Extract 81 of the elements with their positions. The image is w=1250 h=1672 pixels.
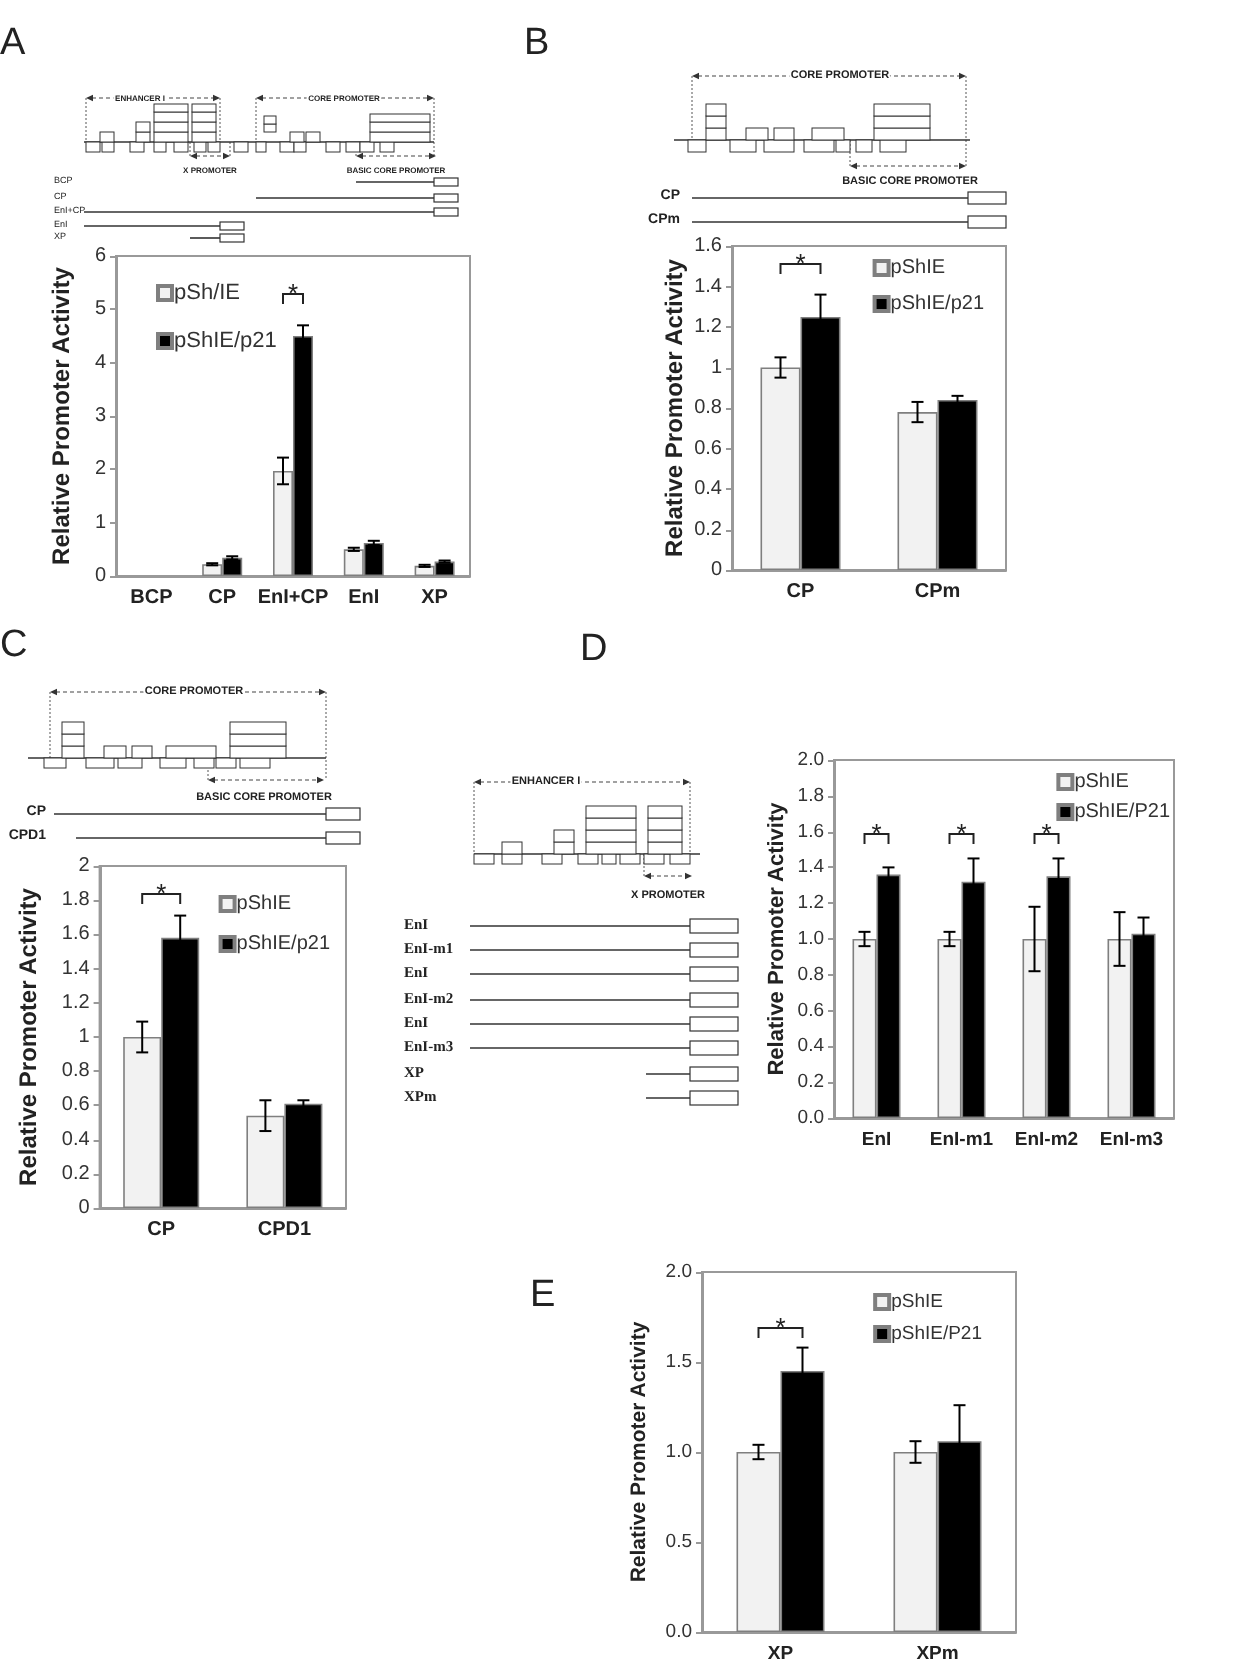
y-tick-label: 0.4 (797, 1035, 824, 1058)
legend-label: pShIE/p21 (174, 329, 277, 353)
y-tick-label: 1.4 (797, 856, 824, 879)
legend-label: pShIE (236, 893, 292, 915)
y-tick-label: 0.2 (797, 1071, 824, 1094)
y-tick-label: 0 (710, 559, 723, 581)
y-tick-label: 0 (78, 1197, 91, 1219)
y-tick-label: 3 (94, 405, 107, 427)
y-axis-title: Relative Promoter Activity (660, 258, 688, 557)
y-tick-label: 2.0 (665, 1261, 692, 1283)
legend-label: pShIE/P21 (891, 1323, 982, 1345)
annotation: * (287, 278, 299, 308)
x-tick-label: EnI-m3 (1099, 1129, 1164, 1151)
y-tick-label: 2 (94, 458, 107, 481)
y-tick-label: 2 (78, 855, 91, 877)
y-tick-label: 0.8 (797, 963, 824, 986)
y-tick-label: 6 (94, 245, 107, 267)
y-tick-label: 2.0 (797, 749, 824, 771)
x-tick-label: EnI (861, 1129, 892, 1151)
y-tick-label: 1.6 (797, 820, 824, 843)
y-tick-label: 1.8 (61, 889, 91, 912)
legend-label: pShIE (891, 1291, 943, 1313)
y-tick-label: 0 (94, 565, 107, 587)
x-tick-label: EnI-m2 (1014, 1129, 1079, 1151)
x-tick-label: EnI-m1 (929, 1129, 995, 1151)
y-tick-label: 0.4 (694, 478, 723, 500)
y-tick-label: 1.4 (694, 275, 723, 298)
legend-label: pSh/IE (174, 281, 241, 305)
y-tick-label: 1 (94, 511, 107, 534)
legend-label: pShIE/P21 (1074, 801, 1171, 823)
legend-label: pShIE (1074, 771, 1130, 793)
legend-label: pShIE/p21 (890, 293, 985, 315)
x-tick-label: CPm (914, 581, 961, 603)
y-axis-title: Relative Promoter Activity (14, 887, 42, 1186)
y-tick-label: 0.2 (694, 518, 723, 541)
y-tick-label: 1.0 (797, 928, 824, 950)
legend-label: pShIE (890, 257, 946, 279)
chart-title: A (0, 22, 26, 64)
x-tick-label: CP (208, 587, 237, 609)
y-tick-label: 0.2 (61, 1162, 91, 1185)
y-tick-label: 1 (78, 1026, 91, 1048)
chart-title: C (0, 624, 28, 666)
annotation: * (1041, 818, 1052, 848)
y-tick-label: 1 (710, 356, 723, 379)
y-axis-title: Relative Promoter Activity (765, 800, 789, 1076)
y-tick-label: 1.2 (61, 991, 91, 1014)
x-tick-label: XP (421, 587, 449, 609)
annotation: * (156, 878, 167, 908)
y-tick-label: 0.8 (694, 397, 723, 419)
y-tick-label: 0.6 (694, 437, 723, 460)
y-axis-title: Relative Promoter Activity (627, 1321, 651, 1583)
x-tick-label: CP (786, 581, 816, 603)
y-tick-label: 0.6 (61, 1094, 91, 1117)
y-tick-label: 1.4 (61, 957, 91, 980)
chart-title: D (580, 628, 608, 670)
y-tick-label: 0.5 (665, 1531, 692, 1553)
chart-title: E (530, 1274, 556, 1316)
y-tick-label: 1.5 (665, 1351, 692, 1373)
annotation: * (795, 248, 806, 278)
annotation: * (775, 1312, 786, 1342)
chart-title: B (524, 22, 550, 64)
annotation: * (871, 818, 882, 848)
y-tick-label: 1.0 (665, 1441, 692, 1463)
x-tick-label: EnI+CP (257, 587, 329, 609)
y-tick-label: 0.0 (665, 1621, 692, 1643)
y-axis-title: Relative Promoter Activity (47, 266, 76, 565)
annotation: * (956, 818, 967, 848)
y-tick-label: 0.6 (797, 999, 824, 1022)
y-tick-label: 0.8 (61, 1060, 91, 1083)
y-tick-label: 0.4 (61, 1128, 91, 1151)
legend-label: pShIE/p21 (236, 933, 331, 955)
x-tick-label: BCP (130, 587, 174, 609)
y-tick-label: 1.8 (797, 784, 824, 807)
y-tick-label: 1.6 (61, 923, 91, 946)
y-tick-label: 4 (94, 351, 107, 374)
y-tick-label: 0.0 (797, 1107, 824, 1129)
y-tick-label: 1.2 (694, 316, 723, 338)
y-tick-label: 1.6 (694, 235, 723, 257)
y-tick-label: 5 (94, 298, 107, 321)
y-tick-label: 1.2 (797, 892, 824, 915)
x-tick-label: EnI (348, 587, 380, 609)
